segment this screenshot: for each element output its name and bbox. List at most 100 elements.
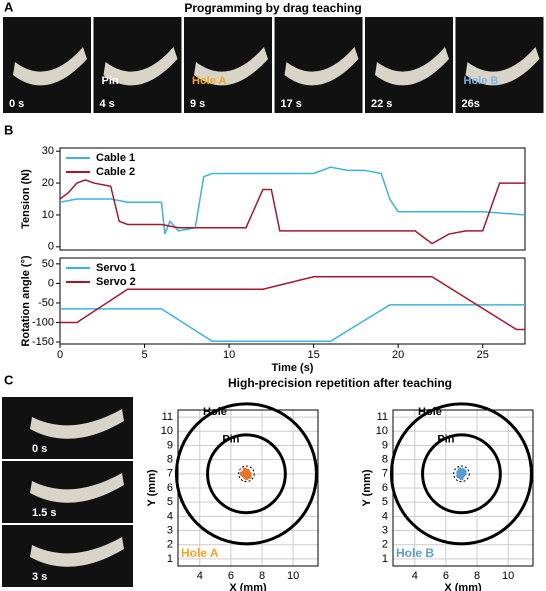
frame-time: 3 s bbox=[32, 571, 47, 583]
frame-time: 0 s bbox=[9, 98, 24, 110]
x-axis-label: X (mm) bbox=[444, 582, 482, 591]
x-axis-label: Time (s) bbox=[272, 362, 314, 374]
x-tick-label: 4 bbox=[412, 570, 418, 582]
corner-label: Hole B bbox=[396, 546, 434, 560]
y-tick-label: 8 bbox=[167, 454, 173, 466]
y-tick-label: 5 bbox=[167, 496, 173, 508]
y-tick-label: 10 bbox=[376, 425, 388, 437]
frame-time: 4 s bbox=[100, 98, 115, 110]
legend-label: Servo 1 bbox=[96, 262, 136, 274]
y-tick-label: 9 bbox=[382, 439, 388, 451]
robot-arm bbox=[284, 47, 359, 86]
y-tick-label: 11 bbox=[377, 411, 388, 423]
robot-arm bbox=[465, 47, 540, 86]
data-point bbox=[247, 474, 252, 479]
y-tick-label: -50 bbox=[38, 297, 54, 309]
panel-title: Programming by drag teaching bbox=[184, 1, 361, 15]
y-axis-label: Y (mm) bbox=[361, 469, 373, 506]
series-line bbox=[59, 179, 525, 245]
target-ring bbox=[389, 402, 533, 546]
robot-arm bbox=[375, 47, 449, 86]
x-tick-label: 0 bbox=[57, 349, 63, 361]
data-point bbox=[241, 473, 246, 478]
target-ring bbox=[174, 402, 318, 546]
robot-arm bbox=[103, 47, 178, 86]
y-tick-label: 0 bbox=[48, 277, 54, 289]
y-axis-label: Tension (N) bbox=[20, 169, 32, 229]
y-tick-label: 11 bbox=[162, 411, 173, 423]
x-tick-label: 8 bbox=[259, 570, 265, 582]
data-point bbox=[459, 475, 464, 481]
x-tick-label: 10 bbox=[502, 570, 514, 582]
panel-title: High-precision repetition after teaching bbox=[228, 376, 452, 390]
ring-label: Hole bbox=[418, 406, 442, 418]
x-tick-label: 8 bbox=[474, 570, 480, 582]
data-point bbox=[244, 470, 249, 476]
x-tick-label: 10 bbox=[287, 570, 299, 582]
y-tick-label: 1 bbox=[167, 553, 173, 565]
ring-label: Hole bbox=[203, 406, 227, 418]
data-point bbox=[457, 467, 463, 472]
robot-arm bbox=[194, 47, 268, 86]
y-tick-label: 4 bbox=[167, 510, 173, 522]
panel-label: A bbox=[4, 0, 14, 14]
legend-label: Cable 2 bbox=[96, 166, 135, 178]
y-tick-label: 8 bbox=[382, 454, 388, 466]
target-ring bbox=[238, 465, 255, 483]
target-ring bbox=[206, 433, 287, 515]
frame-time: 9 s bbox=[190, 98, 205, 110]
y-tick-label: 10 bbox=[42, 209, 54, 221]
y-tick-label: 1 bbox=[382, 553, 388, 565]
x-tick-label: 25 bbox=[477, 349, 489, 361]
target-ring bbox=[421, 433, 502, 515]
y-tick-label: 3 bbox=[382, 524, 388, 536]
panel-label: B bbox=[4, 122, 13, 137]
robot-arm bbox=[30, 473, 124, 503]
plot-frame bbox=[59, 257, 526, 345]
y-tick-label: 5 bbox=[382, 496, 388, 508]
robot-arm bbox=[13, 47, 87, 86]
y-tick-label: 10 bbox=[161, 425, 173, 437]
y-tick-label: 0 bbox=[48, 241, 54, 253]
y-tick-label: 7 bbox=[167, 468, 173, 480]
frame-note: Pin bbox=[102, 75, 119, 87]
y-tick-label: 3 bbox=[167, 524, 173, 536]
series-line bbox=[60, 304, 525, 343]
y-tick-label: 20 bbox=[42, 177, 54, 189]
frame-note: Hole B bbox=[464, 75, 499, 87]
y-tick-label: 6 bbox=[382, 482, 388, 494]
target-ring bbox=[453, 465, 470, 483]
y-tick-label: 7 bbox=[382, 468, 388, 480]
x-tick-label: 4 bbox=[197, 570, 203, 582]
y-tick-label: -150 bbox=[32, 336, 54, 348]
legend-label: Servo 2 bbox=[96, 276, 136, 288]
frame-time: 1.5 s bbox=[32, 507, 56, 519]
frame-time: 17 s bbox=[281, 98, 302, 110]
frame-note: Hole A bbox=[192, 75, 226, 87]
x-tick-label: 10 bbox=[223, 349, 235, 361]
y-tick-label: 50 bbox=[42, 258, 54, 270]
data-point bbox=[462, 469, 467, 474]
y-axis-label: Y (mm) bbox=[146, 469, 158, 506]
y-axis-label: Rotation angle (°) bbox=[20, 255, 32, 347]
x-tick-label: 5 bbox=[141, 349, 147, 361]
legend-label: Cable 1 bbox=[96, 152, 135, 164]
y-tick-label: 2 bbox=[382, 539, 388, 551]
frame-time: 0 s bbox=[32, 443, 47, 455]
y-tick-label: 30 bbox=[42, 145, 54, 157]
x-tick-label: 6 bbox=[228, 570, 234, 582]
y-tick-label: 4 bbox=[382, 510, 388, 522]
frame-time: 22 s bbox=[371, 98, 392, 110]
robot-arm bbox=[30, 537, 124, 567]
robot-arm bbox=[30, 409, 124, 439]
x-axis-label: X (mm) bbox=[229, 582, 267, 591]
y-tick-label: 6 bbox=[167, 482, 173, 494]
y-tick-label: -100 bbox=[32, 316, 54, 328]
series-line bbox=[59, 166, 526, 235]
x-tick-label: 6 bbox=[443, 570, 449, 582]
ring-label: Pin bbox=[222, 434, 239, 446]
x-tick-label: 20 bbox=[392, 349, 404, 361]
y-tick-label: 2 bbox=[167, 539, 173, 551]
data-point bbox=[456, 473, 461, 479]
